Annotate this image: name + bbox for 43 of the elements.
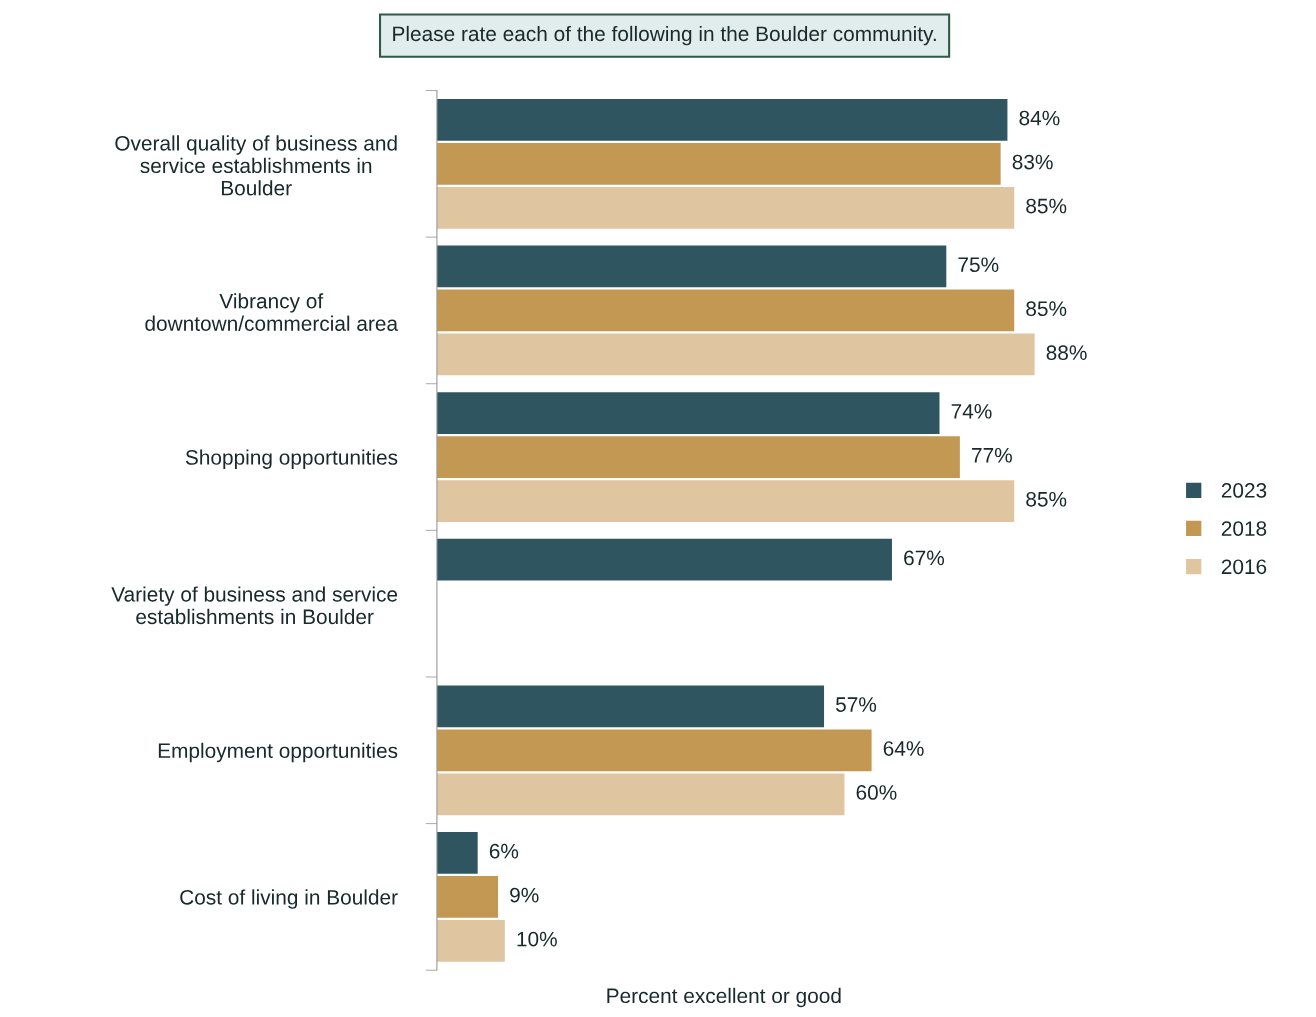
bar [436, 729, 872, 772]
data-label: 77% [972, 447, 1012, 463]
bar [436, 538, 892, 581]
data-label: 64% [883, 741, 924, 756]
data-label: 85% [1026, 491, 1067, 507]
y-tick-label: Overall quality of business and service establishments in Boulder [115, 135, 397, 196]
x-axis-title: Percent excellent or good [607, 987, 841, 1008]
chart-title: Please rate each of the following in the Boulder community. [393, 25, 936, 46]
data-label: 10% [517, 931, 557, 947]
data-label: 85% [1026, 301, 1067, 317]
bar [436, 832, 478, 874]
bar [436, 142, 1001, 185]
bar [436, 773, 845, 816]
y-tick-label: Shopping opportunities [185, 449, 398, 469]
bar [436, 186, 1015, 229]
y-tick-label: Cost of living in Boulder [180, 889, 398, 909]
legend-label: 2023 [1221, 483, 1267, 498]
bar [436, 392, 940, 434]
data-label: 83% [1012, 154, 1053, 170]
legend-label: 2016 [1221, 559, 1267, 575]
bar [436, 436, 960, 478]
y-tick-label: Variety of business and service establishments in Boulder [111, 586, 398, 625]
bar [436, 920, 505, 962]
bar [436, 333, 1035, 376]
data-label: 85% [1026, 198, 1067, 214]
y-tick-label: Employment opportunities [158, 742, 398, 763]
data-label: 74% [951, 404, 992, 419]
data-label: 57% [835, 697, 877, 712]
bar [436, 245, 947, 288]
data-label: 9% [510, 887, 539, 903]
data-label: 60% [856, 785, 897, 800]
data-label: 75% [958, 257, 999, 273]
data-label: 67% [904, 550, 945, 566]
bar [436, 685, 825, 728]
bar [436, 289, 1015, 332]
data-label: 88% [1046, 345, 1087, 361]
bar [436, 98, 1008, 141]
bar [436, 480, 1015, 522]
data-label: 6% [489, 843, 519, 859]
bar [436, 876, 499, 918]
data-label: 84% [1019, 110, 1060, 126]
y-tick-label: Vibrancy of downtown/commercial area [145, 293, 399, 331]
legend-label: 2018 [1221, 521, 1267, 536]
